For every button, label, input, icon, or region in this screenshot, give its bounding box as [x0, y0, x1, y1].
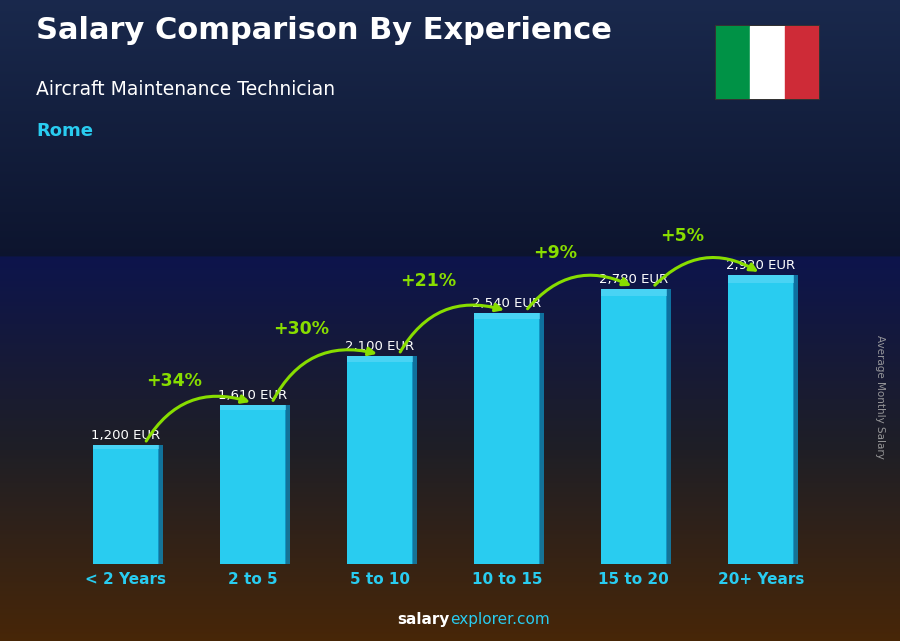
Bar: [601, 289, 667, 564]
Bar: [346, 356, 413, 362]
Bar: [716, 26, 750, 99]
Text: 2,780 EUR: 2,780 EUR: [599, 273, 669, 286]
Bar: [220, 405, 286, 564]
Bar: [346, 356, 413, 564]
Text: 1,610 EUR: 1,610 EUR: [218, 389, 287, 402]
Text: 2,100 EUR: 2,100 EUR: [346, 340, 414, 353]
Text: +30%: +30%: [273, 320, 329, 338]
Text: 2,920 EUR: 2,920 EUR: [726, 260, 796, 272]
FancyBboxPatch shape: [158, 445, 163, 564]
FancyBboxPatch shape: [412, 356, 418, 564]
Text: Average Monthly Salary: Average Monthly Salary: [875, 335, 886, 460]
Bar: [93, 445, 158, 449]
FancyBboxPatch shape: [793, 275, 798, 564]
FancyBboxPatch shape: [539, 313, 544, 564]
FancyBboxPatch shape: [666, 289, 671, 564]
Bar: [750, 26, 785, 99]
Text: +9%: +9%: [533, 244, 577, 262]
Text: Rome: Rome: [36, 122, 93, 140]
Bar: [601, 289, 667, 296]
Text: +21%: +21%: [400, 272, 456, 290]
Bar: [785, 26, 819, 99]
Text: explorer.com: explorer.com: [450, 612, 550, 627]
Bar: [93, 445, 158, 564]
Bar: [473, 313, 540, 564]
Text: +5%: +5%: [660, 227, 704, 245]
Text: salary: salary: [398, 612, 450, 627]
Bar: [473, 313, 540, 319]
Bar: [728, 275, 794, 283]
Bar: [728, 275, 794, 564]
Text: +34%: +34%: [146, 372, 202, 390]
FancyBboxPatch shape: [285, 405, 290, 564]
Text: 1,200 EUR: 1,200 EUR: [91, 429, 160, 442]
Text: 2,540 EUR: 2,540 EUR: [472, 297, 541, 310]
Text: Aircraft Maintenance Technician: Aircraft Maintenance Technician: [36, 80, 335, 99]
Bar: [220, 405, 286, 410]
Text: Salary Comparison By Experience: Salary Comparison By Experience: [36, 16, 612, 45]
